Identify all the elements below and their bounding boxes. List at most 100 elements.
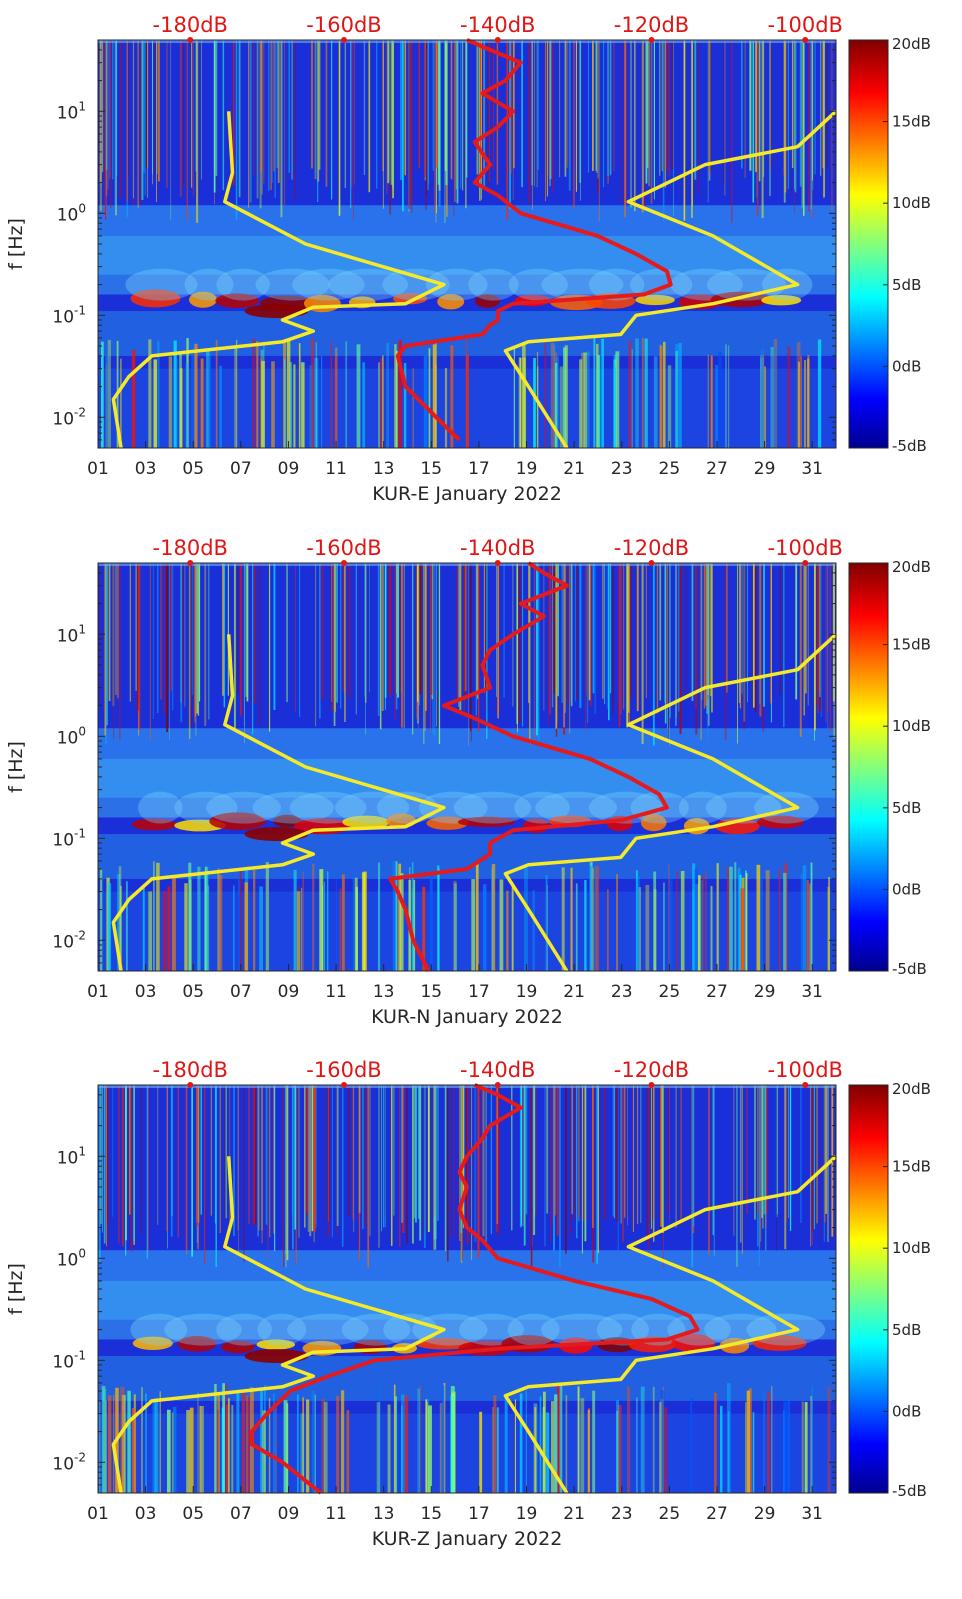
spectrogram-streak <box>450 1085 452 1237</box>
microseism-blob <box>256 1339 296 1350</box>
spectrogram-streak <box>738 563 741 703</box>
spectrogram-column <box>127 1390 131 1493</box>
spectrogram-streak <box>381 563 384 711</box>
spectrogram-streak <box>384 1085 386 1228</box>
spectrogram-column <box>807 354 810 449</box>
colorbar-label: 10dB <box>892 1239 931 1257</box>
spectrogram-column <box>437 865 440 971</box>
spectrogram-streak <box>604 1085 606 1220</box>
spectrogram-streak <box>436 40 438 168</box>
y-tick-label: 10-2 <box>52 928 86 952</box>
spectrogram-streak <box>664 40 666 188</box>
spectrogram-column <box>592 867 594 971</box>
spectrogram-streak <box>362 1085 364 1229</box>
spectrogram-streak <box>116 40 118 176</box>
spectrogram-streak <box>592 1085 594 1228</box>
spectrogram-column <box>522 357 526 449</box>
spectrogram-streak <box>186 1085 188 1255</box>
spectrogram-column <box>787 1397 791 1493</box>
spectrogram-column <box>583 352 588 449</box>
spectrogram-column <box>554 362 558 449</box>
nhnm-curve <box>503 110 838 449</box>
spectrogram-streak <box>671 40 674 170</box>
spectrogram-column <box>727 867 729 971</box>
spectrogram-streak <box>823 1085 825 1242</box>
spectrogram-streak <box>589 563 592 707</box>
x-tick-label: 11 <box>325 1504 347 1524</box>
spectrogram-streak <box>184 563 186 707</box>
spectrogram-streak <box>610 40 612 175</box>
spectrogram-column <box>432 344 437 449</box>
spectrogram-streak <box>497 1085 500 1235</box>
spectrogram-streak <box>432 563 434 735</box>
spectrogram-streak <box>364 563 367 703</box>
spectrogram-column <box>595 866 600 971</box>
spectrogram-streak <box>157 1085 159 1225</box>
spectrogram-streak <box>166 40 168 188</box>
spectrogram-column <box>275 1403 277 1493</box>
top-db-label: -160dB <box>306 1058 381 1082</box>
spectrogram-streak <box>426 563 428 725</box>
median-psd-curve <box>395 38 673 442</box>
spectrogram-streak <box>667 563 668 729</box>
spectrogram-streak <box>355 563 357 715</box>
spectrogram-column <box>801 1401 804 1494</box>
spectrogram-streak <box>823 40 825 197</box>
spectrogram-streak <box>315 1085 317 1228</box>
spectrogram-column <box>659 345 663 448</box>
microseism-blob <box>752 1335 807 1351</box>
spectrogram-streak <box>707 563 710 726</box>
spectrogram-streak <box>325 40 328 187</box>
spectrogram-column <box>760 348 764 449</box>
spectrogram-streak <box>536 563 538 736</box>
spectrogram-streak <box>430 563 433 696</box>
spectrogram-streak <box>423 563 425 744</box>
x-tick-label: 19 <box>516 982 538 1002</box>
spectrogram-streak <box>485 1085 487 1246</box>
spectrogram-streak <box>483 563 485 693</box>
spectrogram-streak <box>485 563 486 712</box>
spectrogram-column <box>172 1412 174 1494</box>
spectrogram-column <box>745 1402 747 1494</box>
y-axis-title: f [Hz] <box>5 741 27 793</box>
y-tick-label: 101 <box>57 1144 86 1168</box>
top-db-tick <box>187 560 194 566</box>
spectrogram-column <box>450 345 454 448</box>
spectrogram-streak <box>318 40 321 170</box>
spectrogram-column <box>345 341 348 449</box>
spectrogram-streak <box>331 563 333 712</box>
spectrogram-streak <box>130 1085 133 1252</box>
x-tick-label: 17 <box>468 982 490 1002</box>
y-axis-title: f [Hz] <box>5 218 27 270</box>
y-tick-label: 10-2 <box>52 1450 86 1474</box>
spectrogram-column <box>545 874 548 971</box>
x-tick-label: 29 <box>754 1504 776 1524</box>
spectrogram-streak <box>106 1085 108 1224</box>
spectrogram-column <box>286 340 291 449</box>
spectrogram-streak <box>803 563 805 716</box>
spectrogram-streak <box>196 40 198 223</box>
spectrogram-streak <box>327 1085 329 1222</box>
spectrogram-streak <box>463 1085 464 1229</box>
spectrogram-panel-kur-z: 01 03 05 07 09 11 13 15 17 19 21 23 25 27 29 31 KUR-Z Ja… <box>5 1058 931 1550</box>
spectrogram-streak <box>401 563 403 728</box>
spectrogram-streak <box>204 1085 206 1264</box>
colorbar-label: 20dB <box>892 1080 931 1098</box>
spectrogram-column <box>217 1409 219 1494</box>
spectrogram-streak <box>352 1085 354 1220</box>
top-db-axis: -180dB -160dB -140dB -120dB -100dB <box>153 13 843 43</box>
spectrogram-image <box>98 563 836 972</box>
spectrogram-streak <box>536 40 538 188</box>
spectrogram-streak <box>109 40 111 180</box>
x-tick-label: 31 <box>801 1504 823 1524</box>
spectrogram-streak <box>369 1085 371 1236</box>
nhnm-curve <box>503 633 838 972</box>
microseism-blob <box>457 816 516 828</box>
microseism-halo <box>255 268 330 301</box>
spectrogram-streak <box>496 40 499 185</box>
spectrogram-streak <box>276 40 279 169</box>
spectrogram-streak <box>191 40 193 188</box>
spectrogram-column <box>636 876 640 971</box>
microseism-halo <box>746 1313 826 1346</box>
spectrogram-streak <box>269 1085 271 1238</box>
